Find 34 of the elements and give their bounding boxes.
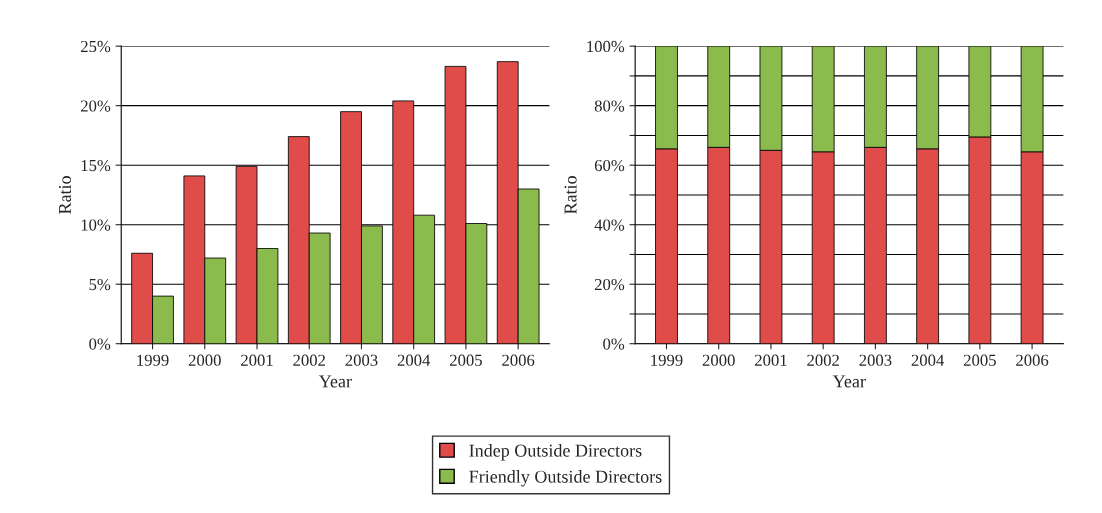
x-tick-label: 1999	[137, 354, 169, 366]
x-axis-title: Year	[832, 375, 866, 388]
x-tick-label: 2006	[502, 354, 535, 366]
x-tick-label: 1999	[651, 354, 683, 366]
y-axis-title: Ratio	[564, 176, 577, 214]
x-tick-label: 2005	[963, 354, 996, 366]
y-tick-label: 0%	[603, 338, 625, 350]
y-tick-label: 0%	[89, 338, 111, 350]
x-tick-label: 2006	[1016, 354, 1049, 366]
x-tick-label: 2005	[450, 354, 482, 366]
x-tick-label: 2003	[345, 354, 378, 366]
x-tick-label: 2002	[293, 354, 325, 366]
x-tick-label: 2002	[807, 354, 839, 366]
x-tick-label: 2001	[241, 354, 273, 366]
y-tick-label: 10%	[81, 219, 111, 231]
y-tick-label: 60%	[594, 159, 625, 172]
x-axis-title: Year	[318, 375, 352, 388]
y-tick-label: 25%	[80, 40, 111, 53]
y-tick-label: 5%	[89, 278, 111, 291]
x-tick-label: 2004	[397, 354, 431, 366]
x-tick-label: 2003	[859, 354, 892, 366]
legend-label: Friendly Outside Directors	[469, 470, 662, 487]
y-tick-label: 80%	[594, 100, 625, 112]
x-tick-label: 2000	[702, 354, 735, 366]
y-tick-label: 20%	[594, 278, 625, 291]
y-tick-label: 40%	[594, 219, 625, 231]
y-tick-label: 100%	[587, 40, 625, 53]
x-tick-label: 2001	[755, 354, 787, 366]
x-tick-label: 2000	[188, 354, 221, 366]
x-tick-label: 2004	[911, 354, 945, 366]
legend-label: Indep Outside Directors	[469, 444, 642, 461]
y-tick-label: 15%	[81, 159, 111, 172]
y-axis-title: Ratio	[58, 176, 72, 214]
y-tick-label: 20%	[80, 100, 111, 112]
